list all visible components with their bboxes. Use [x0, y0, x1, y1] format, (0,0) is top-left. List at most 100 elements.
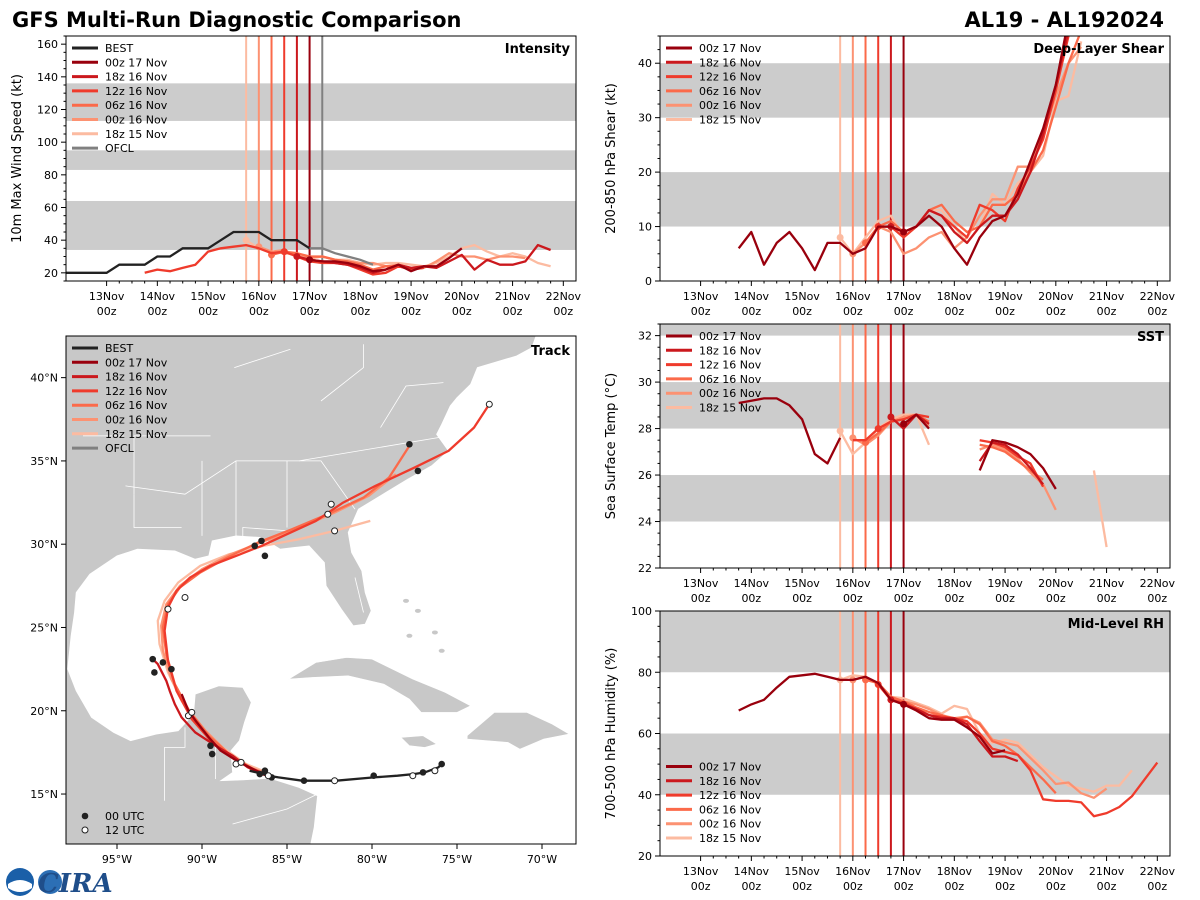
track-00utc-marker: [159, 659, 167, 666]
track-12utc-marker: [327, 500, 335, 508]
rh-xtick-hour: 00z: [1147, 880, 1167, 893]
sst-xtick-hour: 00z: [843, 592, 863, 605]
intensity-xtick-hour: 00z: [147, 305, 167, 318]
shear-xtick-label: 17Nov: [886, 290, 922, 303]
track-legend-label: 00z 17 Nov: [105, 356, 168, 369]
sst-ytick-label: 32: [638, 330, 652, 343]
intensity-band: [66, 200, 576, 250]
track-00utc-marker: [149, 655, 156, 663]
legend-12utc-label: 12 UTC: [105, 824, 145, 837]
cira-logo-text: CIRA: [38, 869, 113, 899]
shear-xtick-hour: 00z: [944, 305, 964, 318]
intensity-series-init-point: [242, 236, 250, 244]
intensity-plot-area: [66, 36, 576, 281]
shear-ytick-label: 20: [638, 166, 652, 179]
intensity-series-init-point: [306, 256, 314, 264]
track-legend-label: 06z 16 Nov: [105, 399, 168, 412]
boundary-line: [125, 435, 449, 495]
track-ytick-label: 30°N: [30, 538, 58, 551]
sst-xtick-label: 16Nov: [835, 577, 871, 590]
track-legend-label: 12z 16 Nov: [105, 385, 168, 398]
track-12utc-marker: [485, 400, 493, 408]
shear-xtick-label: 16Nov: [835, 290, 871, 303]
sst-ytick-label: 26: [638, 469, 652, 482]
rh-xtick-hour: 00z: [995, 880, 1015, 893]
bahamas-island-shape: [431, 630, 438, 635]
sst-xtick-label: 22Nov: [1140, 577, 1176, 590]
boundary-line: [298, 460, 356, 510]
cira-logo: CIRA: [6, 868, 113, 899]
shear-xtick-label: 14Nov: [734, 290, 770, 303]
shear-xtick-label: 22Nov: [1140, 290, 1176, 303]
shear-xtick-label: 20Nov: [1038, 290, 1074, 303]
rh-xtick-label: 13Nov: [683, 865, 719, 878]
boundary-line: [320, 344, 364, 402]
track-12utc-marker: [331, 777, 339, 785]
rh-legend-label: 18z 15 Nov: [699, 832, 762, 845]
sst-legend-label: 12z 16 Nov: [699, 359, 762, 372]
sst-legend-label: 00z 16 Nov: [699, 387, 762, 400]
track-ytick-label: 35°N: [30, 455, 58, 468]
intensity-ofcl-line: [309, 247, 374, 266]
rh-legend-label: 18z 16 Nov: [699, 775, 762, 788]
track-panel-title: Track: [531, 344, 570, 359]
sst-xtick-hour: 00z: [1046, 592, 1066, 605]
shear-xtick-hour: 00z: [995, 305, 1015, 318]
sst-band: [660, 475, 1170, 522]
shear-xtick-hour: 00z: [741, 305, 761, 318]
intensity-xtick-label: 22Nov: [546, 290, 582, 303]
rh-band: [660, 611, 1170, 673]
sst-xtick-hour: 00z: [1097, 592, 1117, 605]
bahamas-island-shape: [406, 633, 413, 638]
sst-xtick-hour: 00z: [944, 592, 964, 605]
rh-legend-label: 00z 16 Nov: [699, 818, 762, 831]
rh-panel-title: Mid-Level RH: [1068, 617, 1164, 632]
track-12utc-marker: [237, 758, 245, 766]
intensity-xtick-hour: 00z: [300, 305, 320, 318]
sst-band: [660, 324, 1170, 336]
sst-xtick-hour: 00z: [995, 592, 1015, 605]
intensity-legend-label: BEST: [105, 42, 133, 55]
rh-legend-label: 06z 16 Nov: [699, 803, 762, 816]
sst-xtick-hour: 00z: [792, 592, 812, 605]
sst-xtick-hour: 00z: [741, 592, 761, 605]
intensity-xtick-label: 17Nov: [292, 290, 328, 303]
track-ytick-label: 40°N: [30, 372, 58, 385]
boundary-line: [133, 494, 182, 528]
track-00utc-marker: [151, 669, 158, 676]
intensity-xtick-hour: 00z: [503, 305, 523, 318]
track-xtick-label: 70°W: [527, 853, 557, 866]
intensity-ytick-label: 80: [44, 169, 58, 182]
shear-xtick-label: 19Nov: [987, 290, 1023, 303]
track-legend-label: 18z 15 Nov: [105, 428, 168, 441]
track-legend-label: 18z 16 Nov: [105, 371, 168, 384]
sst-xtick-label: 13Nov: [683, 577, 719, 590]
intensity-legend-label: 00z 17 Nov: [105, 56, 168, 69]
track-12utc-marker: [164, 605, 172, 613]
shear-series-init-point: [900, 228, 908, 236]
track-12utc-marker: [331, 527, 339, 535]
track-00utc-marker: [208, 750, 216, 758]
shear-xtick-label: 21Nov: [1089, 290, 1125, 303]
sst-xtick-hour: 00z: [691, 592, 711, 605]
track-series-line: [163, 403, 491, 777]
rh-legend-label: 00z 17 Nov: [699, 761, 762, 774]
legend-00utc-label: 00 UTC: [105, 810, 145, 823]
intensity-series-init-point: [293, 253, 301, 260]
track-00utc-marker: [256, 770, 264, 778]
rh-legend-label: 12z 16 Nov: [699, 789, 762, 802]
shear-xtick-hour: 00z: [792, 305, 812, 318]
track-xtick-label: 75°W: [442, 853, 472, 866]
rh-plot-area: [660, 611, 1170, 856]
sst-ylabel: Sea Surface Temp (°C): [604, 373, 619, 520]
intensity-legend-label: OFCL: [105, 142, 135, 155]
rh-xtick-label: 15Nov: [784, 865, 820, 878]
intensity-xtick-hour: 00z: [198, 305, 218, 318]
track-12utc-marker: [324, 510, 332, 518]
track-map-area: [66, 336, 571, 844]
intensity-xtick-label: 21Nov: [495, 290, 531, 303]
intensity-panel-title: Intensity: [505, 42, 571, 57]
track-ytick-label: 20°N: [30, 705, 58, 718]
intensity-xtick-hour: 00z: [553, 305, 573, 318]
